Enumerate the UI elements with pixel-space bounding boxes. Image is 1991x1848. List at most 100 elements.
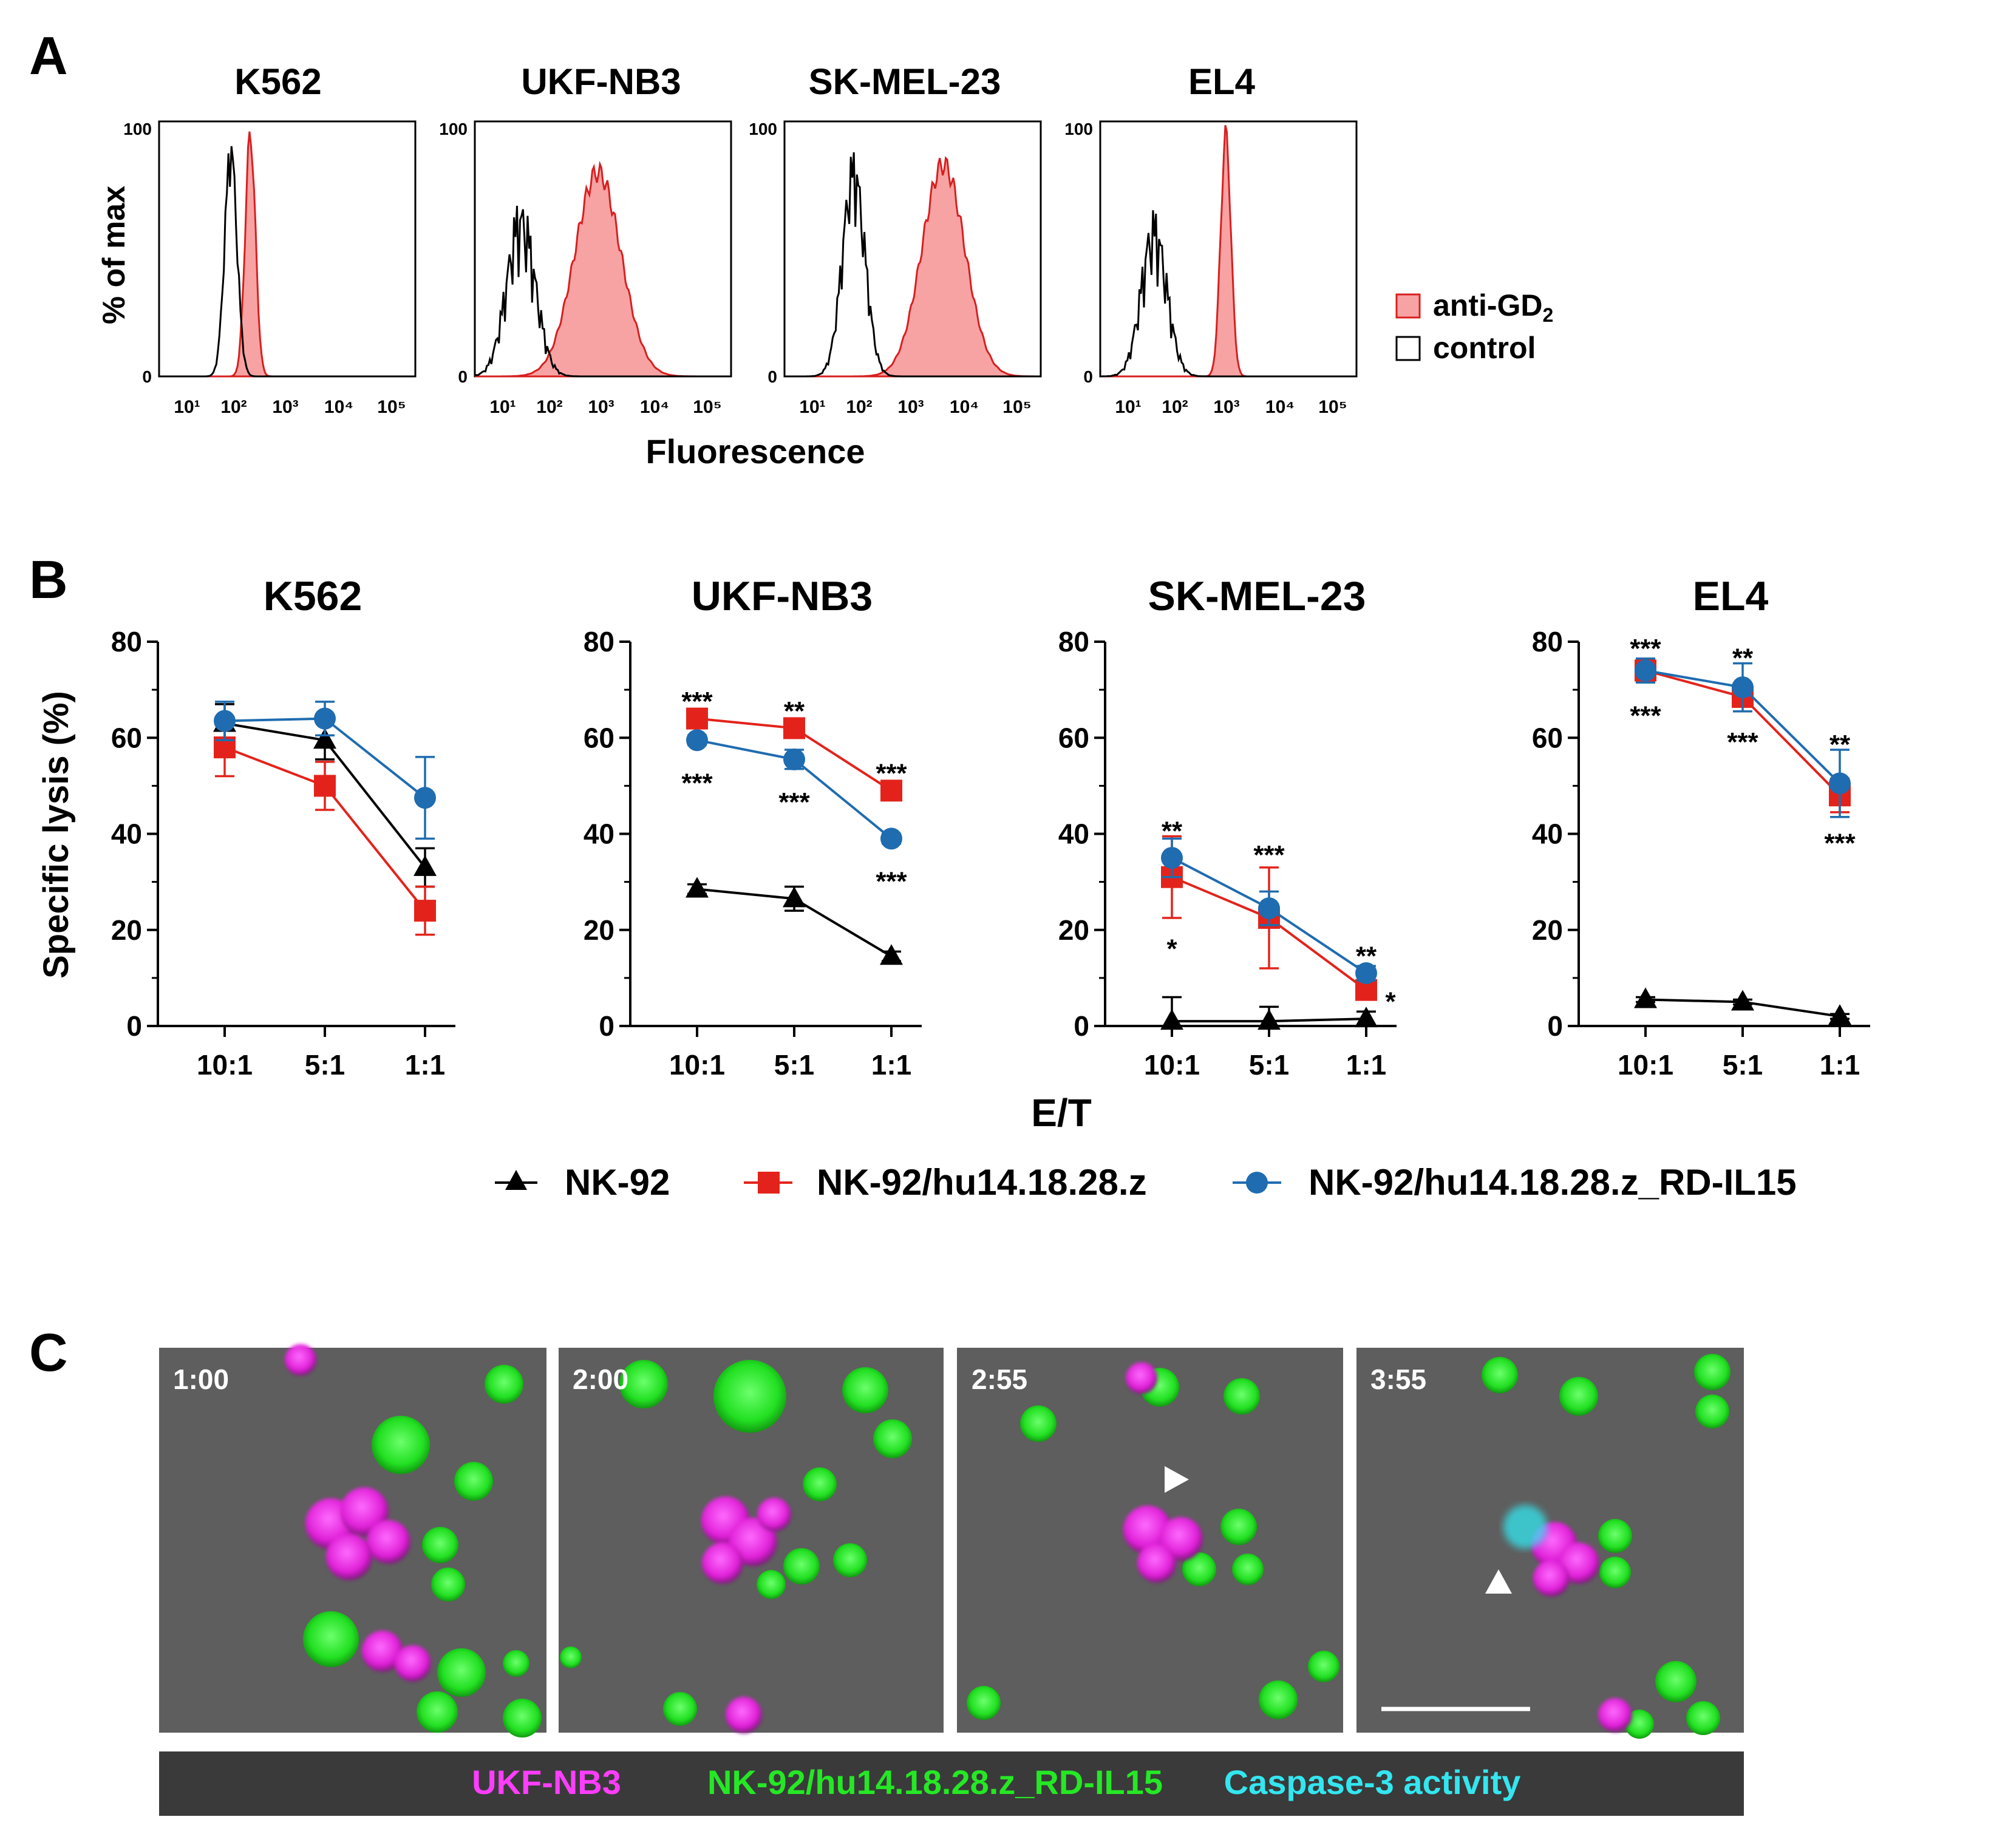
x-tick-label: 5:1	[305, 1049, 345, 1081]
significance-label: ***	[681, 687, 713, 716]
data-point	[414, 900, 436, 922]
y-tick-label: 0	[599, 1010, 614, 1042]
data-point	[1634, 987, 1657, 1008]
legend-control-label: control	[1433, 331, 1536, 365]
legend-target-label: UKF-NB3	[472, 1763, 621, 1801]
effector-cell	[1694, 1354, 1731, 1390]
effector-cell	[560, 1646, 582, 1668]
significance-label: **	[1829, 730, 1851, 759]
target-cell	[285, 1344, 316, 1376]
y-tick-label: 80	[1532, 626, 1563, 657]
data-point	[1355, 962, 1377, 984]
hist-xtick: 10⁵	[377, 397, 406, 417]
data-point	[1828, 1004, 1851, 1025]
hist-xtick: 10³	[272, 397, 298, 417]
arrowhead-marker	[1485, 1569, 1512, 1594]
panel-b-ylabel: Specific lysis (%)	[36, 691, 76, 979]
effector-cell	[1599, 1557, 1631, 1588]
target-cluster	[701, 1496, 791, 1733]
y-tick-label: 60	[1532, 722, 1563, 753]
significance-label: ***	[1630, 701, 1661, 731]
hist-xtick: 10³	[1213, 397, 1239, 417]
legend-marker-car-il15	[1246, 1172, 1268, 1194]
effector-cell	[1308, 1651, 1339, 1682]
histogram-ukf-nb3: UKF-NB3 0 100 10¹ 10² 10³ 10⁴ 10⁵	[439, 61, 732, 417]
chart-title: K562	[264, 573, 362, 619]
x-tick-label: 5:1	[1249, 1049, 1289, 1081]
effector-cell	[833, 1543, 867, 1577]
significance-label: ***	[876, 867, 907, 897]
y-tick-label: 20	[1532, 914, 1563, 946]
y-tick-label: 20	[1058, 914, 1089, 946]
frame-time: 2:00	[573, 1364, 628, 1395]
effector-cell	[842, 1367, 888, 1413]
legend-marker-nk92	[505, 1170, 527, 1190]
hist-control-line	[474, 205, 731, 378]
chart-title: SK-MEL-23	[1148, 573, 1366, 619]
hist-xticks: 10¹ 10² 10³ 10⁴ 10⁵	[799, 397, 1031, 417]
legend-anti-subscript: 2	[1543, 304, 1554, 326]
lysis-charts: K562 0 20 40 60 80 10:1 5:1 1:1 UKF-NB3 0 20 40 60 80 1…	[111, 573, 1870, 1081]
effector-cell	[1482, 1357, 1518, 1393]
x-tick-label: 10:1	[1618, 1049, 1673, 1081]
effector-cell	[417, 1691, 458, 1733]
data-point	[414, 855, 437, 876]
data-point	[1731, 990, 1754, 1011]
effector-cell	[873, 1419, 912, 1458]
hist-control-line	[159, 146, 415, 378]
panel-c-live-imaging: 1:00	[159, 1344, 1744, 1816]
effector-cell	[663, 1692, 697, 1726]
frame-time: 3:55	[1370, 1364, 1426, 1395]
effector-cell	[1020, 1405, 1057, 1442]
hist-title: SK-MEL-23	[809, 61, 1001, 102]
significance-label: ***	[681, 768, 713, 798]
y-tick-label: 40	[1058, 818, 1089, 850]
y-tick-label: 40	[1532, 818, 1563, 850]
target-cell	[367, 1520, 410, 1564]
hist-ytick-100: 100	[749, 120, 777, 138]
x-tick-label: 1:1	[1346, 1049, 1386, 1081]
data-point	[880, 780, 902, 802]
data-point	[313, 728, 336, 749]
hist-anti-fill	[159, 131, 415, 378]
significance-label: ***	[1630, 634, 1661, 664]
target-cell	[395, 1645, 431, 1682]
target-cell	[1533, 1560, 1570, 1597]
hist-xtick: 10³	[588, 397, 614, 417]
frame-cells	[285, 1344, 542, 1738]
significance-label: **	[784, 696, 805, 726]
significance-label: **	[1732, 644, 1754, 673]
data-point	[686, 707, 708, 730]
hist-xtick: 10²	[220, 397, 247, 417]
y-tick-label: 80	[1058, 626, 1089, 657]
series-car-il15	[686, 729, 902, 850]
effector-cell	[1224, 1378, 1260, 1415]
effector-cell	[503, 1650, 529, 1677]
panel-a-histograms: % of max Fluorescence K562 0 100 10¹ 10²…	[97, 61, 1553, 470]
legend-label-car-il15: NK-92/hu14.18.28.z_RD-IL15	[1309, 1162, 1797, 1203]
data-point	[783, 886, 806, 908]
legend-caspase-label: Caspase-3 activity	[1224, 1763, 1521, 1801]
x-tick-label: 1:1	[871, 1049, 911, 1081]
x-tick-label: 10:1	[197, 1049, 253, 1081]
effector-cell	[454, 1462, 493, 1501]
hist-frame	[158, 120, 417, 378]
target-cell	[726, 1697, 762, 1733]
legend-marker-car	[758, 1172, 780, 1194]
imaging-frame-3: 2:55	[957, 1348, 1343, 1733]
data-point	[1829, 772, 1851, 795]
significance-label: ***	[1253, 840, 1285, 870]
target-cell	[1137, 1544, 1176, 1583]
effector-cell	[1655, 1661, 1697, 1702]
effector-cell	[1232, 1554, 1264, 1585]
effector-cell	[437, 1648, 486, 1697]
effector-cell	[783, 1548, 820, 1585]
hist-ytick-0: 0	[1083, 367, 1093, 386]
hist-title: EL4	[1188, 61, 1256, 102]
legend-effector-label: NK-92/hu14.18.28.z_RD-IL15	[707, 1763, 1163, 1801]
series-nk92	[1160, 996, 1378, 1030]
panel-b-lysis-charts: Specific lysis (%) E/T K562 0 20 40 60 80 10:1…	[36, 573, 1870, 1203]
x-tick-label: 5:1	[1723, 1049, 1763, 1081]
